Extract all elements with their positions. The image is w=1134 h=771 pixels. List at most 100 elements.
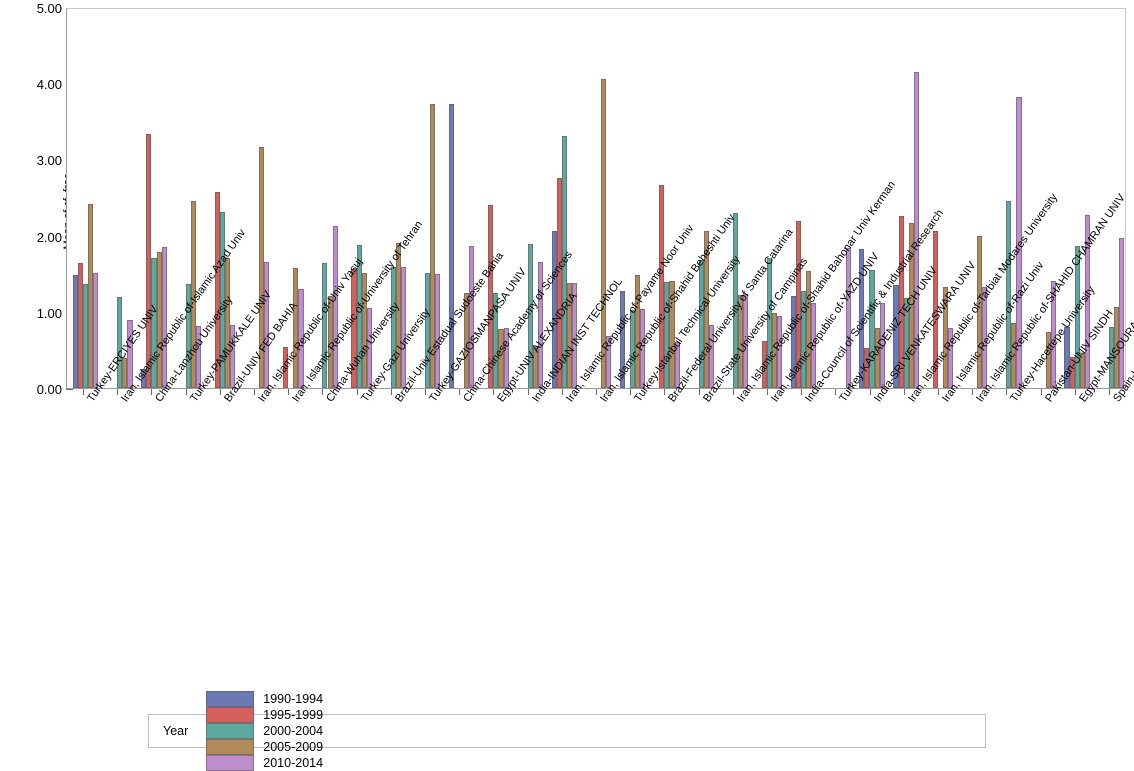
bar [913, 71, 919, 388]
bar [948, 327, 954, 388]
bar [674, 341, 680, 388]
bar [127, 320, 133, 388]
bar [772, 312, 778, 388]
bar [640, 308, 646, 388]
bar [1069, 356, 1075, 388]
bar [893, 285, 899, 388]
bar [464, 292, 470, 388]
bar [93, 272, 99, 388]
bar [1050, 280, 1056, 388]
bar [1011, 323, 1017, 388]
bar [503, 327, 509, 388]
bar [1074, 246, 1080, 388]
bar [879, 302, 885, 388]
x-tick [219, 389, 221, 395]
bar [532, 346, 538, 388]
bar [982, 286, 988, 388]
bar [601, 79, 607, 388]
legend-entry[interactable]: 2005-2009 [206, 739, 323, 755]
bar [498, 328, 504, 388]
bar [493, 292, 499, 388]
x-tick [390, 389, 392, 395]
bar [293, 267, 299, 388]
bar [122, 358, 128, 388]
bar [845, 247, 851, 388]
bar [322, 263, 328, 388]
y-tick-label: 4.00 [36, 77, 62, 93]
legend-swatch [206, 723, 255, 739]
bar [1113, 307, 1120, 388]
bar [230, 324, 236, 388]
legend-entry[interactable]: 2000-2004 [206, 723, 323, 739]
bar [156, 251, 162, 388]
bar [1064, 327, 1070, 388]
bar [430, 103, 436, 388]
bar [390, 266, 396, 388]
bar [777, 315, 783, 388]
bar [488, 205, 494, 388]
bar [77, 263, 84, 388]
bar [161, 247, 167, 388]
x-tick [356, 389, 358, 395]
bar [448, 103, 455, 388]
y-tick-label: 1.00 [36, 305, 62, 321]
bar [1045, 332, 1051, 388]
x-tick [425, 389, 427, 395]
bar [224, 258, 230, 388]
legend-entry[interactable]: 1990-1994 [206, 691, 323, 707]
bar [527, 243, 533, 388]
bar [619, 291, 626, 388]
bar [898, 215, 904, 388]
x-tick [903, 389, 905, 395]
bar [88, 203, 94, 388]
legend-swatch [206, 755, 255, 771]
bar [327, 295, 333, 388]
x-tick [1074, 389, 1076, 395]
bar [400, 266, 407, 388]
bars-layer [67, 9, 1125, 388]
legend-label: 1990-1994 [263, 692, 324, 706]
x-tick [766, 389, 768, 395]
bar [424, 272, 431, 388]
bar [571, 282, 578, 388]
bar [1006, 201, 1012, 388]
bar [566, 282, 572, 388]
bar [435, 273, 441, 388]
x-tick [801, 389, 803, 395]
bar [190, 201, 196, 388]
x-tick [869, 389, 871, 395]
bar [361, 272, 367, 388]
bar [869, 269, 875, 388]
bar [395, 243, 401, 388]
x-tick [630, 389, 632, 395]
bar [1084, 215, 1090, 388]
bar [669, 280, 675, 388]
bar [630, 309, 636, 388]
bar [469, 245, 475, 388]
bar [698, 259, 704, 388]
bar [790, 295, 796, 388]
bar [932, 231, 938, 388]
bar [796, 221, 802, 388]
bar [708, 324, 714, 388]
x-tick [117, 389, 119, 395]
x-tick [972, 389, 974, 395]
bar [737, 295, 743, 388]
bar [537, 261, 543, 388]
legend-title: Year [163, 724, 189, 738]
bar [151, 258, 157, 388]
x-tick [698, 389, 700, 395]
x-tick [493, 389, 495, 395]
bar [146, 133, 152, 388]
x-tick [527, 389, 529, 395]
bar [259, 147, 265, 388]
legend-entry[interactable]: 1995-1999 [206, 707, 323, 723]
legend: Year 1990-1994 1995-1999 2000-2004 2005-200… [148, 691, 986, 771]
y-tick-label: 5.00 [36, 1, 62, 16]
legend-entry[interactable]: 2010-2014 [206, 755, 323, 771]
legend-label: 1995-1999 [263, 708, 324, 722]
bar [83, 284, 89, 388]
bar [859, 248, 865, 388]
bar [606, 336, 612, 388]
bar [942, 286, 949, 388]
